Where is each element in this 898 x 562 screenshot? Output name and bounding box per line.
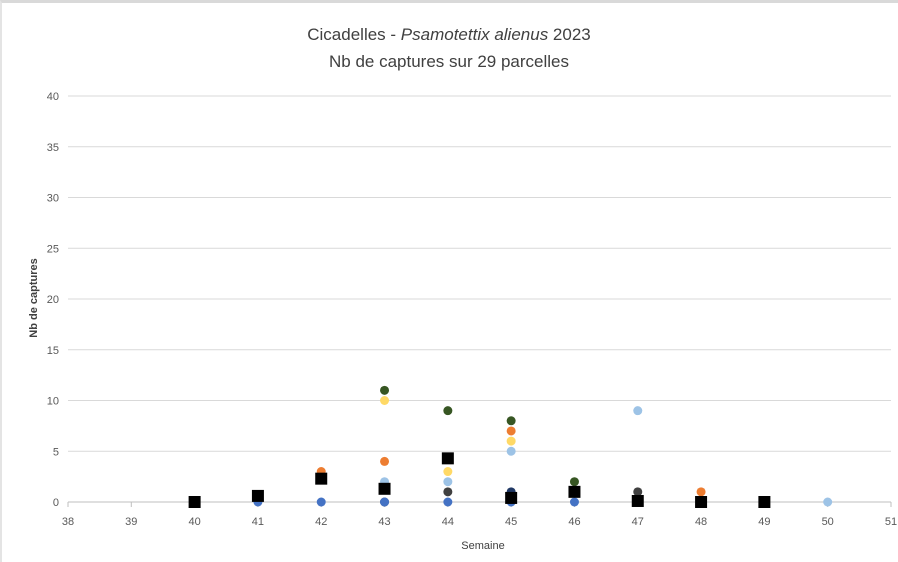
x-tick-label: 38 xyxy=(62,516,74,528)
data-point-square xyxy=(188,496,201,508)
chart-title-year: 2023 xyxy=(548,25,591,44)
y-tick-label: 35 xyxy=(47,142,59,154)
data-point xyxy=(380,497,390,507)
chart-title-prefix: Cicadelles - xyxy=(307,25,401,44)
x-tick-label: 51 xyxy=(885,516,897,528)
data-point xyxy=(443,467,453,477)
data-point-square xyxy=(758,496,771,508)
y-tick-label: 40 xyxy=(47,91,59,103)
y-tick-label: 5 xyxy=(53,446,59,458)
y-tick-label: 30 xyxy=(47,193,59,205)
data-point xyxy=(506,426,516,436)
data-point xyxy=(696,487,706,497)
x-tick-label: 50 xyxy=(822,516,834,528)
x-tick-label: 40 xyxy=(188,516,200,528)
data-points xyxy=(188,385,833,508)
y-tick-label: 10 xyxy=(47,396,59,408)
data-point-square xyxy=(251,489,264,502)
data-point xyxy=(443,477,453,487)
data-point-square xyxy=(631,494,644,507)
x-tick-label: 45 xyxy=(505,516,517,528)
data-point xyxy=(443,406,453,416)
y-tick-label: 0 xyxy=(53,497,59,509)
y-axis-label: Nb de captures xyxy=(28,258,40,337)
x-tick-label: 41 xyxy=(252,516,264,528)
x-tick-label: 42 xyxy=(315,516,327,528)
data-point-square xyxy=(315,472,328,485)
data-point xyxy=(506,416,516,426)
data-point xyxy=(823,497,833,507)
y-tick-label: 15 xyxy=(47,345,59,357)
chart-title-species: Psamotettix alienus xyxy=(400,25,549,44)
data-point xyxy=(633,406,643,416)
data-point xyxy=(443,487,453,497)
data-point xyxy=(506,446,516,456)
data-point xyxy=(316,497,326,507)
x-tick-label: 48 xyxy=(695,516,707,528)
x-tick-label: 39 xyxy=(125,516,137,528)
x-tick-label: 47 xyxy=(632,516,644,528)
y-tick-label: 20 xyxy=(47,294,59,306)
chart-subtitle: Nb de captures sur 29 parcelles xyxy=(328,52,570,71)
x-axis-ticks: 38 39 40 41 42 43 44 45 46 47 48 49 50 51 xyxy=(62,516,897,528)
x-tick-label: 43 xyxy=(378,516,390,528)
data-point xyxy=(443,497,453,507)
data-point xyxy=(569,497,579,507)
y-tick-label: 25 xyxy=(47,243,59,255)
data-point xyxy=(380,396,390,405)
data-point xyxy=(380,456,390,466)
grid-lines xyxy=(67,95,892,507)
y-axis-ticks: 0 5 10 15 20 25 30 35 40 xyxy=(47,91,59,509)
data-point xyxy=(380,385,390,395)
data-point-square xyxy=(568,485,581,498)
data-point xyxy=(506,436,516,446)
chart-title: Cicadelles - Psamotettix alienus 2023 xyxy=(0,25,898,45)
x-tick-label: 46 xyxy=(568,516,580,528)
data-point xyxy=(569,477,579,487)
x-tick-label: 44 xyxy=(442,516,454,528)
x-axis-label: Semaine xyxy=(461,540,504,552)
data-point-square xyxy=(441,452,454,465)
data-point-square xyxy=(695,496,708,508)
x-tick-label: 49 xyxy=(758,516,770,528)
data-point-square xyxy=(378,482,391,495)
data-point-square xyxy=(505,491,518,504)
data-point xyxy=(633,487,643,497)
